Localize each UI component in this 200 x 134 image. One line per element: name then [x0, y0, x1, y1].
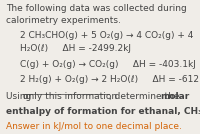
Text: 2 CH₃CHO(g) + 5 O₂(g) → 4 CO₂(g) + 4: 2 CH₃CHO(g) + 5 O₂(g) → 4 CO₂(g) + 4: [20, 31, 193, 40]
Text: , determine the: , determine the: [109, 92, 182, 101]
Text: H₂O(ℓ)     ΔH = -2499.2kJ: H₂O(ℓ) ΔH = -2499.2kJ: [20, 44, 131, 53]
Text: Answer in kJ/mol to one decimal place.: Answer in kJ/mol to one decimal place.: [6, 122, 182, 131]
Text: The following data was collected during: The following data was collected during: [6, 4, 187, 13]
Text: 2 H₂(g) + O₂(g) → 2 H₂O(ℓ)     ΔH = -612.2kJ: 2 H₂(g) + O₂(g) → 2 H₂O(ℓ) ΔH = -612.2kJ: [20, 75, 200, 84]
Text: molar: molar: [160, 92, 189, 101]
Text: Using: Using: [6, 92, 34, 101]
Text: C(g) + O₂(g) → CO₂(g)     ΔH = -403.1kJ: C(g) + O₂(g) → CO₂(g) ΔH = -403.1kJ: [20, 60, 196, 69]
Text: enthalpy of formation for ethanal, CH₃CHO(g).: enthalpy of formation for ethanal, CH₃CH…: [6, 107, 200, 116]
Text: calorimetry experiments.: calorimetry experiments.: [6, 16, 121, 25]
Text: only this information: only this information: [23, 92, 117, 101]
